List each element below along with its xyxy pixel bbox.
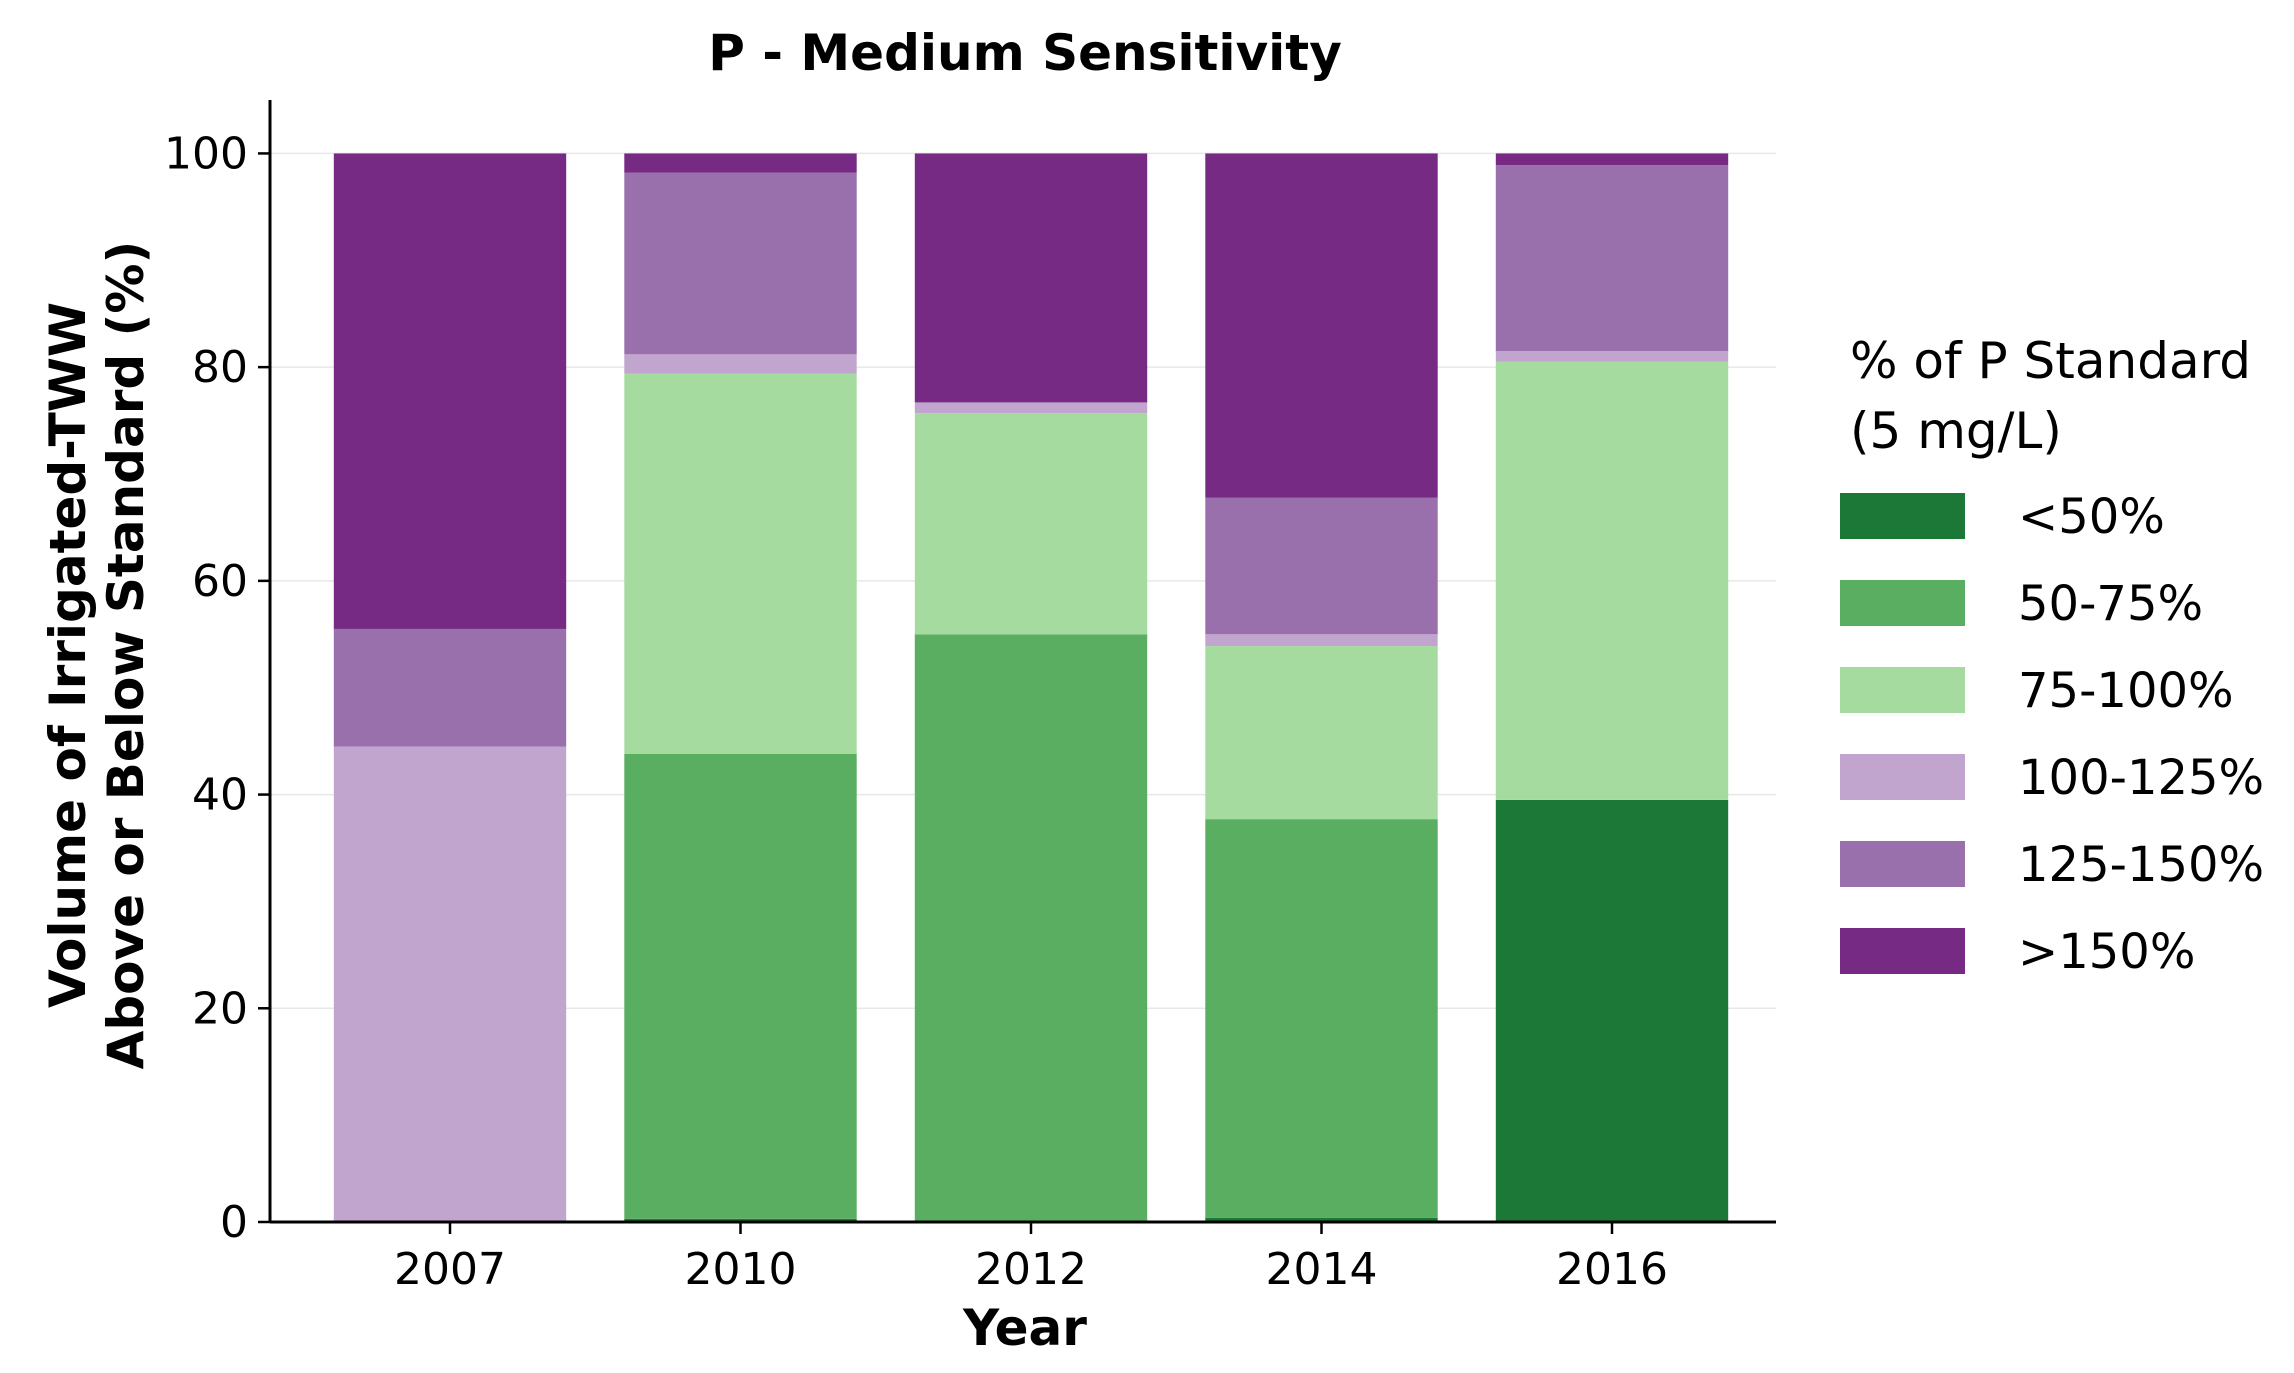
bar-segment-2014-series-3 <box>1205 634 1438 647</box>
legend-swatch <box>1840 667 1965 713</box>
bar-stack-2012 <box>914 153 1148 1222</box>
legend-swatch <box>1840 493 1965 539</box>
chart-title: P - Medium Sensitivity <box>708 24 1342 82</box>
y-tick-label: 80 <box>192 342 248 393</box>
legend-item-4: 125-150% <box>1840 837 2264 893</box>
y-axis-label-line-1: Volume of Irrigated-TWW <box>39 302 97 1008</box>
bar-segment-2007-series-3 <box>333 746 567 1222</box>
y-tick-label: 40 <box>192 770 248 821</box>
bar-segment-2012-series-1 <box>914 634 1148 1222</box>
x-tick-label-2016: 2016 <box>1556 1244 1668 1295</box>
legend: % of P Standard (5 mg/L) <50% 50-75% 75-10… <box>1840 332 2264 980</box>
legend-label: <50% <box>2018 489 2165 545</box>
x-tick-label-2007: 2007 <box>394 1244 506 1295</box>
y-tick-label: 0 <box>220 1197 248 1248</box>
y-ticks: 0 20 40 60 80 100 <box>164 128 270 1248</box>
bar-segment-2010-series-5 <box>624 153 857 173</box>
bar-segment-2014-series-4 <box>1205 497 1438 635</box>
legend-item-2: 75-100% <box>1840 663 2234 719</box>
bars <box>333 153 1729 1222</box>
legend-items: <50% 50-75% 75-100% 100-125% 125-150% >150% <box>1840 489 2264 980</box>
legend-item-1: 50-75% <box>1840 576 2203 632</box>
bar-segment-2014-series-2 <box>1205 646 1438 820</box>
bar-segment-2010-series-4 <box>624 172 857 355</box>
legend-swatch <box>1840 928 1965 974</box>
bar-segment-2010-series-2 <box>624 373 857 754</box>
bar-segment-2012-series-5 <box>914 153 1148 403</box>
bar-segment-2007-series-4 <box>333 628 567 747</box>
y-tick-label: 100 <box>164 128 248 179</box>
bar-segment-2007-series-5 <box>333 153 567 629</box>
bar-stack-2010 <box>624 153 857 1222</box>
bar-segment-2010-series-3 <box>624 354 857 374</box>
legend-item-0: <50% <box>1840 489 2165 545</box>
legend-label: >150% <box>2018 924 2195 980</box>
bar-segment-2012-series-3 <box>914 402 1148 414</box>
bar-segment-2014-series-0 <box>1205 1217 1438 1222</box>
y-tick-label: 60 <box>192 556 248 607</box>
bar-segment-2016-series-4 <box>1495 165 1729 352</box>
bar-segment-2016-series-0 <box>1495 799 1729 1222</box>
x-axis-label: Year <box>962 1299 1087 1357</box>
legend-label: 125-150% <box>2018 837 2264 893</box>
bar-segment-2012-series-2 <box>914 413 1148 635</box>
y-tick-label: 20 <box>192 983 248 1034</box>
bar-segment-2016-series-5 <box>1495 153 1729 166</box>
legend-title-line-1: % of P Standard <box>1850 332 2251 390</box>
bar-segment-2010-series-0 <box>624 1218 857 1222</box>
legend-label: 50-75% <box>2018 576 2203 632</box>
y-axis-label-line-2: Above or Below Standard (%) <box>97 241 155 1070</box>
bar-segment-2016-series-3 <box>1495 351 1729 362</box>
x-ticks: 2007 2010 2012 2014 2016 <box>394 1222 1668 1295</box>
legend-title-line-2: (5 mg/L) <box>1850 402 2062 460</box>
legend-swatch <box>1840 580 1965 626</box>
bar-stack-2016 <box>1495 153 1729 1222</box>
bar-segment-2010-series-1 <box>624 753 857 1219</box>
legend-item-5: >150% <box>1840 924 2195 980</box>
bar-stack-2007 <box>333 153 567 1222</box>
axes <box>268 100 1776 1224</box>
bar-segment-2014-series-1 <box>1205 819 1438 1218</box>
legend-label: 75-100% <box>2018 663 2234 719</box>
x-tick-label-2014: 2014 <box>1266 1244 1378 1295</box>
bar-segment-2014-series-5 <box>1205 153 1438 498</box>
legend-swatch <box>1840 841 1965 887</box>
legend-swatch <box>1840 754 1965 800</box>
bar-segment-2016-series-2 <box>1495 361 1729 800</box>
legend-item-3: 100-125% <box>1840 750 2264 806</box>
x-tick-label-2010: 2010 <box>685 1244 797 1295</box>
x-tick-label-2012: 2012 <box>975 1244 1087 1295</box>
legend-label: 100-125% <box>2018 750 2264 806</box>
y-axis-label: Volume of Irrigated-TWW Above or Below S… <box>39 241 155 1070</box>
bar-stack-2014 <box>1205 153 1438 1222</box>
